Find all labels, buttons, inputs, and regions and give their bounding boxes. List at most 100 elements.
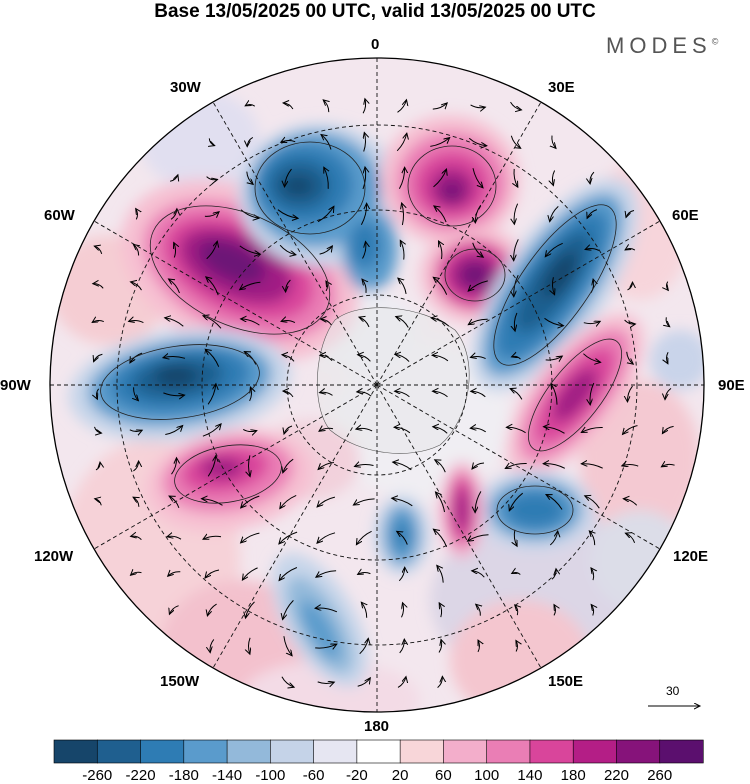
wind-arrow <box>478 640 480 653</box>
wind-arrow <box>283 636 292 656</box>
map-boundary <box>49 57 705 713</box>
wind-arrow <box>472 571 485 578</box>
wind-arrow <box>92 320 104 322</box>
wind-arrow <box>246 601 255 618</box>
colorbar-tick-label: -260 <box>82 767 113 784</box>
wind-arrow <box>93 284 104 289</box>
wind-arrow <box>476 604 481 616</box>
wind-arrow <box>552 135 556 149</box>
wind-arrow <box>359 638 369 655</box>
wind-arrow <box>585 496 600 509</box>
colorbar-tick-label: -100 <box>255 767 286 784</box>
wind-arrow <box>439 241 442 260</box>
wind-arrow <box>241 495 260 508</box>
wind-arrow <box>435 460 446 473</box>
colorbar-swatch <box>313 739 358 764</box>
wind-arrow <box>666 317 670 326</box>
wind-arrow <box>554 605 556 616</box>
wind-arrow <box>551 569 556 580</box>
wind-arrow <box>207 603 217 616</box>
wind-arrow <box>552 170 556 186</box>
colorbar-tick-label: 140 <box>517 767 543 784</box>
wind-arrow <box>281 320 296 324</box>
wind-arrow <box>246 171 253 185</box>
wind-arrow <box>206 241 218 260</box>
wind-arrow <box>358 572 371 574</box>
colorbar-tick-label: 60 <box>435 767 452 784</box>
wind-arrow <box>392 498 413 507</box>
wind-arrow <box>315 644 337 648</box>
colorbar-swatch <box>572 739 618 764</box>
wind-arrow <box>174 243 176 258</box>
wind-arrow <box>320 392 333 396</box>
wind-arrow <box>583 321 600 323</box>
wind-arrow <box>398 167 404 189</box>
wind-arrow <box>317 206 334 223</box>
wind-arrow <box>318 462 334 470</box>
wind-arrow <box>129 320 144 324</box>
wind-arrow <box>207 456 216 477</box>
wind-arrow <box>315 608 338 613</box>
wind-arrow <box>247 136 254 146</box>
wind-arrow <box>394 427 411 434</box>
colorbar-tick-label: -180 <box>168 767 199 784</box>
anomaly-field <box>50 58 704 712</box>
wind-arrow <box>475 204 482 223</box>
wind-arrow <box>317 532 336 543</box>
wind-arrow <box>583 353 600 363</box>
wind-arrow <box>206 277 219 296</box>
colorbar-tick-label: -140 <box>212 767 243 784</box>
wind-arrow <box>399 639 405 654</box>
colorbar-swatch <box>140 739 185 764</box>
wind-arrow <box>96 388 100 399</box>
wind-arrow <box>94 353 103 361</box>
colorbar-swatch <box>226 739 271 764</box>
colorbar-swatch <box>616 739 661 764</box>
lon-label-150e: 150E <box>548 673 584 690</box>
wind-arrow <box>248 637 250 654</box>
wind-arrow <box>283 103 294 110</box>
wind-arrow <box>590 382 595 405</box>
wind-arrow <box>283 600 294 619</box>
wind-vectors <box>92 99 675 688</box>
wind-arrow <box>551 383 558 405</box>
wind-arrow <box>581 464 603 469</box>
lon-label-30e: 30E <box>548 79 575 96</box>
wind-arrow <box>203 316 222 329</box>
wind-arrow <box>515 605 518 616</box>
wind-arrow <box>169 496 180 509</box>
wind-arrow <box>319 428 334 431</box>
wind-arrow <box>361 602 366 618</box>
wind-arrow <box>167 536 182 540</box>
wind-arrow <box>437 676 443 688</box>
graticule <box>50 58 704 712</box>
wind-arrow <box>397 100 407 113</box>
wind-arrow <box>514 529 517 546</box>
wind-arrow <box>94 426 102 433</box>
wind-arrow <box>510 135 520 149</box>
colorbar-swatch <box>356 739 401 764</box>
wind-arrow <box>131 282 142 291</box>
modes-logo: MODES© <box>606 33 718 59</box>
wind-arrow <box>432 355 449 362</box>
wind-arrow <box>353 498 375 505</box>
wind-arrow <box>393 462 412 471</box>
wind-arrow <box>170 209 177 220</box>
wind-arrow <box>281 140 296 142</box>
wind-arrow <box>436 492 445 513</box>
wind-arrow <box>434 206 447 223</box>
colorbar-tick-label: 260 <box>647 767 673 784</box>
wind-arrow <box>129 429 142 432</box>
wind-arrow <box>316 570 337 577</box>
wind-arrow <box>470 428 486 433</box>
colorbar-swatch <box>443 739 488 764</box>
wind-arrow <box>286 279 291 292</box>
contour-lines <box>100 141 623 535</box>
lon-label-90w: 90W <box>0 377 31 394</box>
wind-arrow <box>624 319 636 324</box>
wind-arrow <box>95 462 100 471</box>
wind-arrow <box>514 239 519 260</box>
wind-arrow <box>396 133 407 152</box>
wind-arrow <box>205 569 220 578</box>
